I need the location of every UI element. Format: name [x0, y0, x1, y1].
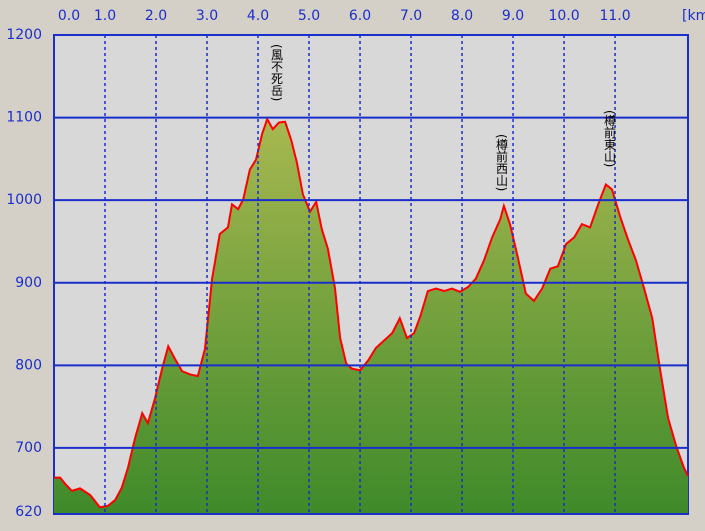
- x-tick-label: 1.0: [94, 8, 116, 24]
- peak-label: (樽前西山): [495, 134, 509, 191]
- y-tick-label: 620: [15, 504, 42, 520]
- x-tick-label: 2.0: [145, 8, 167, 24]
- x-tick-label: 9.0: [502, 8, 524, 24]
- x-tick-label: 5.0: [298, 8, 320, 24]
- x-tick-label: 0.0: [58, 8, 80, 24]
- y-tick-label: 1200: [6, 27, 42, 43]
- x-tick-label: 3.0: [196, 8, 218, 24]
- y-tick-label: 900: [15, 275, 42, 291]
- x-tick-label: 7.0: [400, 8, 422, 24]
- x-tick-label: 6.0: [349, 8, 371, 24]
- peak-label: (風不死岳): [270, 44, 284, 101]
- peak-label: (樽前東山): [603, 110, 617, 167]
- y-tick-label: 800: [15, 357, 42, 373]
- x-tick-label: 8.0: [451, 8, 473, 24]
- y-tick-label: 700: [15, 440, 42, 456]
- y-tick-label: 1000: [6, 192, 42, 208]
- x-unit: [km: [682, 8, 705, 24]
- area: [54, 119, 688, 515]
- x-tick-label: 11.0: [599, 8, 630, 24]
- y-tick-label: 1100: [6, 110, 42, 126]
- x-tick-label: 10.0: [548, 8, 579, 24]
- x-tick-label: 4.0: [247, 8, 269, 24]
